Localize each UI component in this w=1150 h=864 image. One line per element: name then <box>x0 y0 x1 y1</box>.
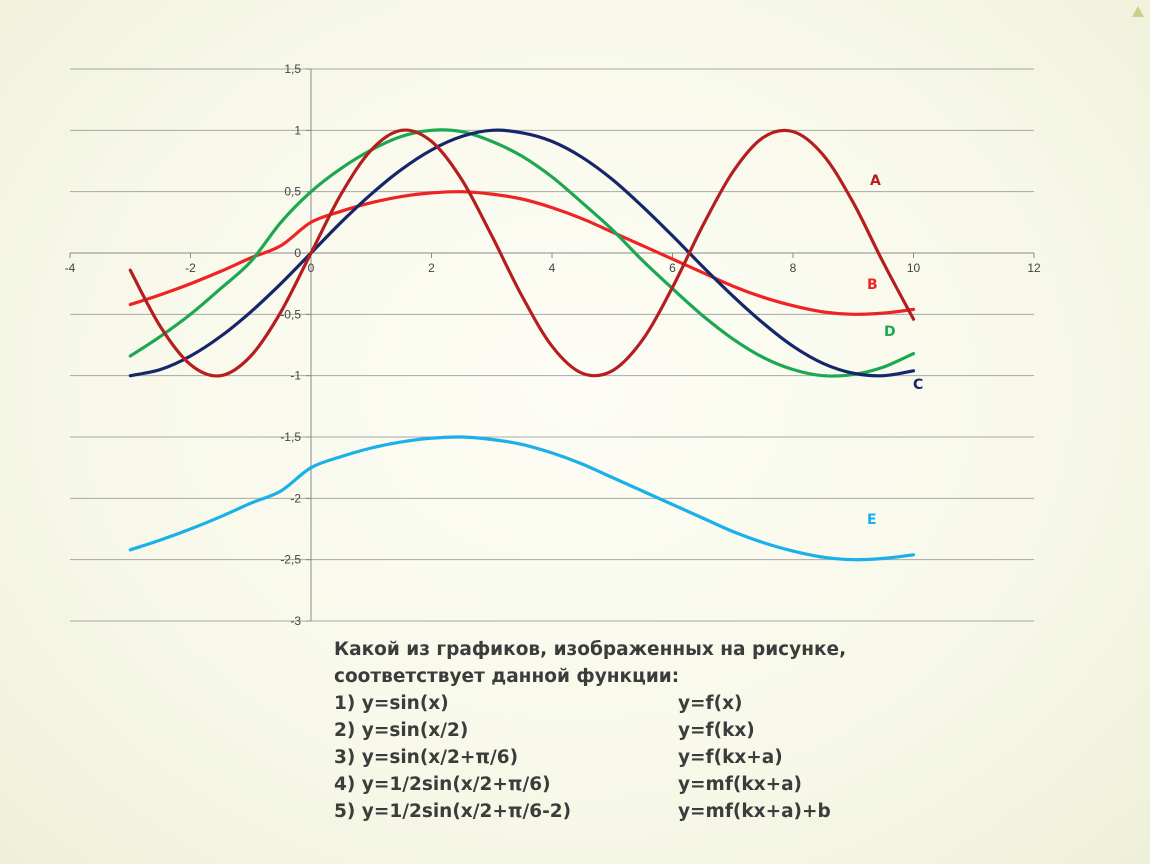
equation-row-2: 2) y=sin(x/2) y=f(kx) <box>334 717 894 744</box>
question-line-1: Какой из графиков, изображенных на рисун… <box>334 639 847 660</box>
y-tick-label: 0 <box>294 246 301 260</box>
tick-labels: -4 -2 0 2 4 6 8 10 12 1,5 1 0,5 0 -0,5 -1 -1,5 -2 -2,5 -3 <box>65 62 1041 628</box>
equation-2: 2) y=sin(x/2) <box>334 720 469 741</box>
question-block: Какой из графиков, изображенных на рисун… <box>334 636 894 825</box>
equation-form-2: y=f(kx) <box>678 720 755 741</box>
equation-row-4: 4) y=1/2sin(x/2+π/6) y=mf(kx+a) <box>334 771 894 798</box>
equation-row-1: 1) y=sin(x) y=f(x) <box>334 690 894 717</box>
equation-4: 4) y=1/2sin(x/2+π/6) <box>334 774 551 795</box>
series-e-label: E <box>867 512 877 528</box>
question-line-2: соответствует данной функции: <box>334 666 680 687</box>
y-tick-label: 1,5 <box>284 62 301 76</box>
series-b-curve <box>128 190 916 316</box>
equation-form-4: y=mf(kx+a) <box>678 774 803 795</box>
series-c-curve <box>128 128 916 378</box>
equation-3: 3) y=sin(x/2+π/6) <box>334 747 519 768</box>
equation-1: 1) y=sin(x) <box>334 693 449 714</box>
equation-form-1: y=f(x) <box>678 693 743 714</box>
equation-row-3: 3) y=sin(x/2+π/6) y=f(kx+a) <box>334 744 894 771</box>
series-curves <box>128 128 916 562</box>
series-d-curve <box>128 128 916 378</box>
y-tick-label: 1 <box>294 123 301 137</box>
series-c-label: C <box>913 377 923 393</box>
series-e-curve <box>128 435 916 562</box>
equation-row-5: 5) y=1/2sin(x/2+π/6-2) y=mf(kx+a)+b <box>334 798 894 825</box>
slide-corner-marker <box>1132 6 1144 17</box>
y-tick-label: -2,5 <box>280 553 301 567</box>
x-tick-label: 0 <box>308 261 315 275</box>
y-tick-label: -1,5 <box>280 430 301 444</box>
series-a-curve <box>128 128 916 378</box>
series-d-label: D <box>884 324 896 340</box>
x-tick-label: 10 <box>907 261 921 275</box>
equation-form-3: y=f(kx+a) <box>678 747 783 768</box>
x-tick-label: 2 <box>428 261 435 275</box>
series-a-label: A <box>870 173 881 189</box>
y-tick-label: -1 <box>290 369 301 383</box>
y-tick-label: -2 <box>290 491 301 505</box>
x-tick-label: -4 <box>65 261 76 275</box>
x-tick-label: 12 <box>1027 261 1041 275</box>
x-tick-label: 6 <box>669 261 676 275</box>
series-b-label: B <box>867 277 878 293</box>
x-tick-label: -2 <box>185 261 196 275</box>
y-tick-label: -3 <box>290 614 301 628</box>
y-tick-label: 0,5 <box>284 185 301 199</box>
series-labels: A B C D E <box>867 173 923 528</box>
function-graph-chart: -4 -2 0 2 4 6 8 10 121,510,50-0,5-1-1,5-2-2,5-3 … <box>65 62 1041 628</box>
x-tick-label: 8 <box>790 261 797 275</box>
equation-5: 5) y=1/2sin(x/2+π/6-2) <box>334 801 572 822</box>
x-tick-label: 4 <box>549 261 556 275</box>
y-tick-label: -0,5 <box>280 307 301 321</box>
equation-form-5: y=mf(kx+a)+b <box>678 801 831 822</box>
